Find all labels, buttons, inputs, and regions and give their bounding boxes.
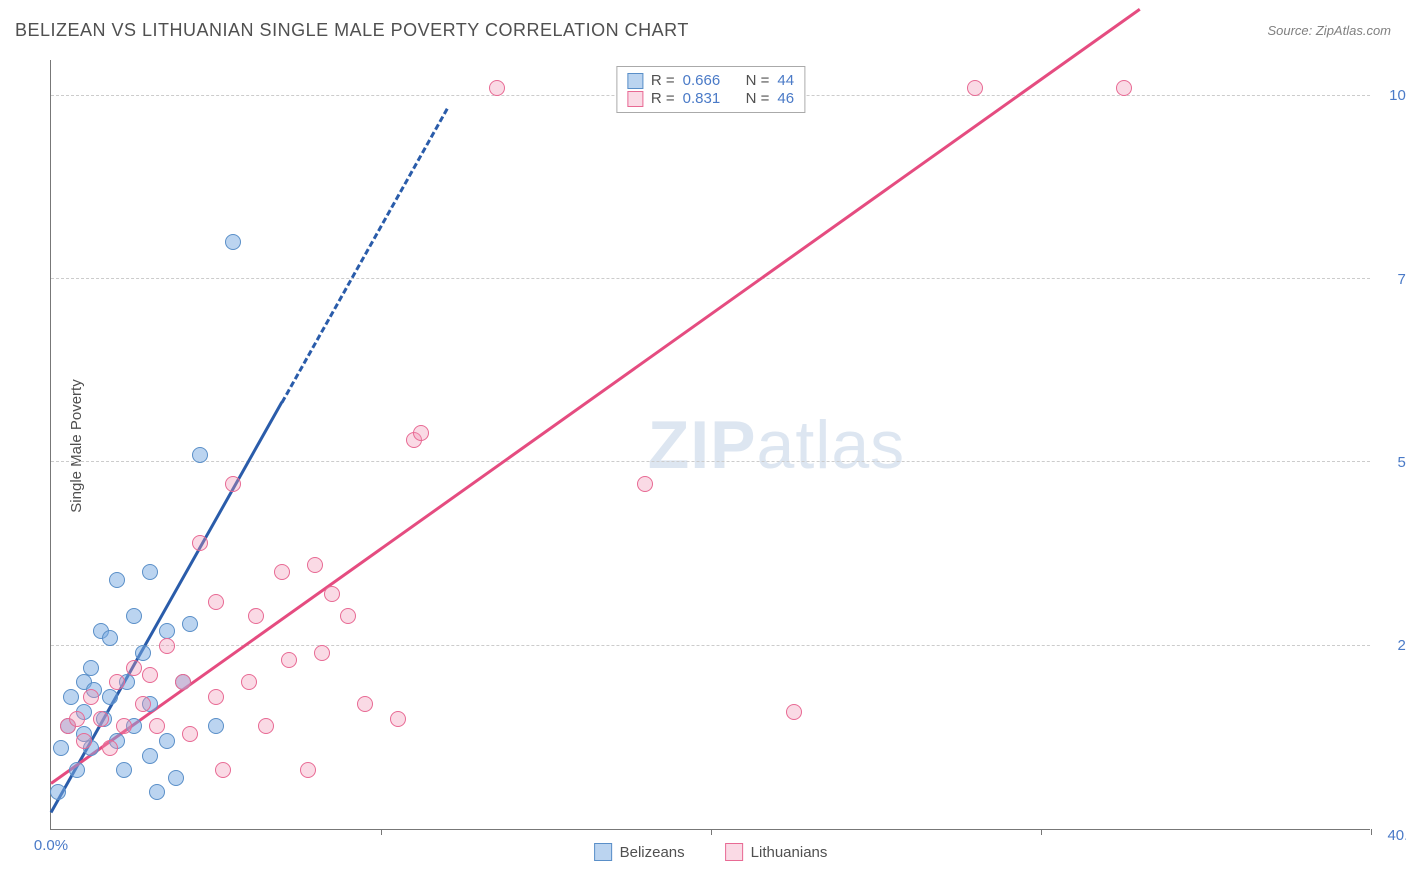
legend-swatch — [725, 843, 743, 861]
n-value: 46 — [777, 90, 794, 107]
stats-row: R = 0.666 N = 44 — [627, 72, 794, 89]
data-point — [413, 425, 429, 441]
x-tick-mark — [1041, 829, 1042, 835]
x-tick-label: 40.0% — [1387, 827, 1406, 844]
data-point — [489, 80, 505, 96]
x-tick-mark — [711, 829, 712, 835]
data-point — [314, 645, 330, 661]
x-tick-mark — [381, 829, 382, 835]
r-value: 0.831 — [683, 90, 738, 107]
trend-line — [281, 108, 449, 403]
data-point — [149, 718, 165, 734]
data-point — [1116, 80, 1132, 96]
data-point — [102, 630, 118, 646]
data-point — [116, 762, 132, 778]
data-point — [102, 740, 118, 756]
data-point — [208, 594, 224, 610]
data-point — [69, 711, 85, 727]
data-point — [637, 476, 653, 492]
data-point — [135, 696, 151, 712]
stats-row: R = 0.831 N = 46 — [627, 90, 794, 107]
data-point — [208, 689, 224, 705]
data-point — [225, 234, 241, 250]
chart-title: BELIZEAN VS LITHUANIAN SINGLE MALE POVER… — [15, 20, 689, 41]
legend-swatch — [627, 91, 643, 107]
data-point — [182, 616, 198, 632]
data-point — [300, 762, 316, 778]
data-point — [208, 718, 224, 734]
data-point — [159, 623, 175, 639]
legend-label: Belizeans — [620, 844, 685, 861]
data-point — [340, 608, 356, 624]
data-point — [182, 726, 198, 742]
data-point — [76, 733, 92, 749]
n-value: 44 — [777, 72, 794, 89]
data-point — [274, 564, 290, 580]
data-point — [69, 762, 85, 778]
data-point — [142, 564, 158, 580]
watermark: ZIPatlas — [648, 406, 905, 484]
legend-item: Belizeans — [594, 843, 685, 861]
correlation-stats-box: R = 0.666 N = 44 R = 0.831 N = 46 — [616, 66, 805, 113]
y-tick-label: 100.0% — [1389, 87, 1406, 104]
data-point — [967, 80, 983, 96]
data-point — [159, 733, 175, 749]
trend-line — [50, 8, 1141, 785]
data-point — [142, 748, 158, 764]
data-point — [307, 557, 323, 573]
legend-item: Lithuanians — [725, 843, 828, 861]
legend-label: Lithuanians — [751, 844, 828, 861]
data-point — [93, 711, 109, 727]
data-point — [63, 689, 79, 705]
data-point — [50, 784, 66, 800]
r-label: R = — [651, 72, 675, 89]
gridline: 25.0% — [51, 645, 1370, 646]
x-tick-label: 0.0% — [34, 837, 68, 854]
data-point — [126, 660, 142, 676]
data-point — [248, 608, 264, 624]
source-attribution: Source: ZipAtlas.com — [1267, 23, 1391, 38]
title-bar: BELIZEAN VS LITHUANIAN SINGLE MALE POVER… — [15, 20, 1391, 41]
data-point — [83, 660, 99, 676]
data-point — [786, 704, 802, 720]
data-point — [241, 674, 257, 690]
gridline: 75.0% — [51, 278, 1370, 279]
data-point — [281, 652, 297, 668]
data-point — [324, 586, 340, 602]
data-point — [116, 718, 132, 734]
data-point — [357, 696, 373, 712]
data-point — [109, 572, 125, 588]
data-point — [102, 689, 118, 705]
watermark-light: atlas — [757, 407, 906, 483]
data-point — [192, 447, 208, 463]
data-point — [215, 762, 231, 778]
watermark-bold: ZIP — [648, 407, 757, 483]
legend-swatch — [627, 73, 643, 89]
n-label: N = — [746, 72, 770, 89]
data-point — [142, 667, 158, 683]
data-point — [159, 638, 175, 654]
x-tick-mark — [1371, 829, 1372, 835]
series-legend: Belizeans Lithuanians — [594, 843, 828, 861]
r-label: R = — [651, 90, 675, 107]
data-point — [175, 674, 191, 690]
data-point — [225, 476, 241, 492]
plot-area: ZIPatlas 25.0%50.0%75.0%100.0%0.0%40.0%R… — [50, 60, 1370, 830]
data-point — [390, 711, 406, 727]
data-point — [53, 740, 69, 756]
r-value: 0.666 — [683, 72, 738, 89]
data-point — [149, 784, 165, 800]
data-point — [135, 645, 151, 661]
data-point — [126, 608, 142, 624]
y-tick-label: 50.0% — [1397, 454, 1406, 471]
y-tick-label: 25.0% — [1397, 637, 1406, 654]
data-point — [109, 674, 125, 690]
data-point — [83, 689, 99, 705]
y-tick-label: 75.0% — [1397, 271, 1406, 288]
n-label: N = — [746, 90, 770, 107]
data-point — [168, 770, 184, 786]
data-point — [258, 718, 274, 734]
legend-swatch — [594, 843, 612, 861]
data-point — [192, 535, 208, 551]
